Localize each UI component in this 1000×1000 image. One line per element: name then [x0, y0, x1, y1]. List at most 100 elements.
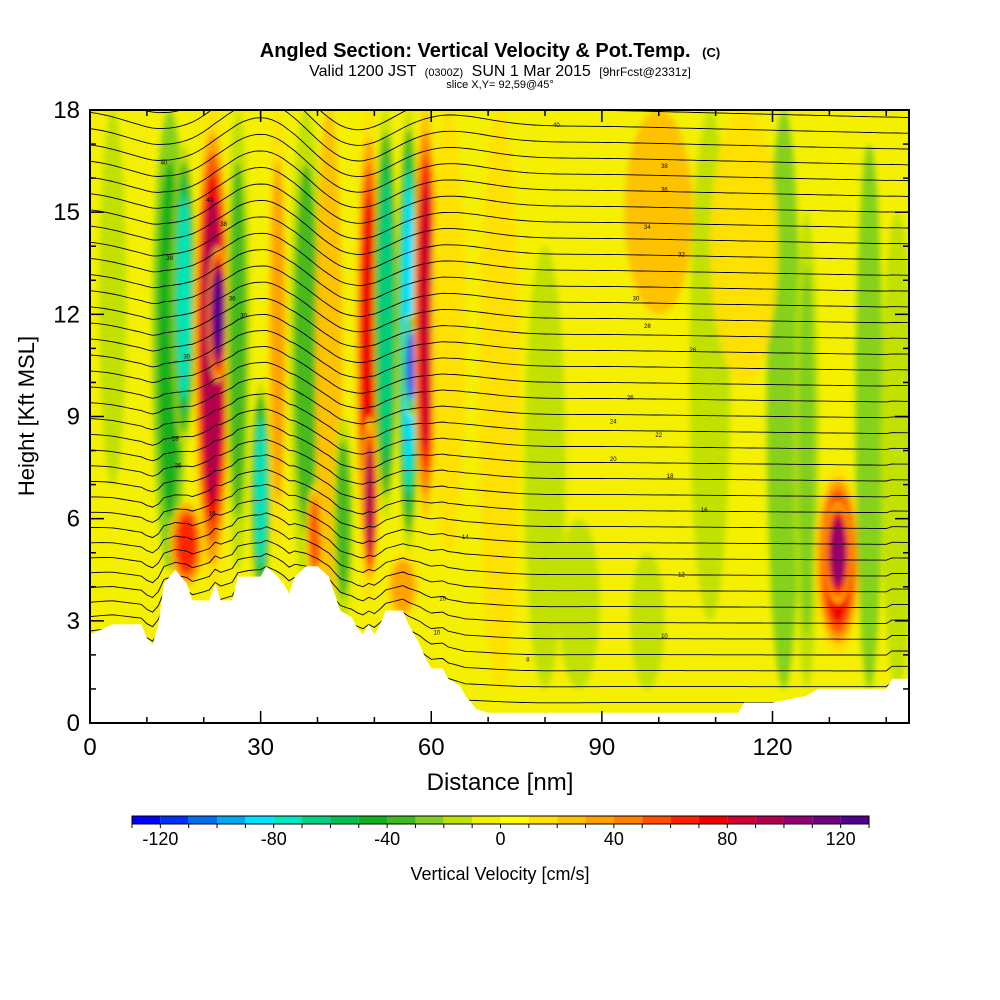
theta-contour-label: 28 [644, 324, 651, 330]
theta-contour [90, 232, 909, 286]
y-tick-label: 9 [67, 404, 80, 431]
velocity-level [99, 110, 127, 485]
colorbar-swatch [670, 816, 699, 824]
theta-contour-label: 30 [240, 314, 247, 320]
theta-contour [90, 117, 909, 178]
velocity-level [270, 159, 285, 503]
colorbar-swatch [528, 816, 558, 824]
colorbar-swatch [273, 816, 303, 824]
velocity-level [176, 195, 191, 399]
theta-contour [90, 578, 909, 640]
theta-contour-label: 30 [183, 355, 190, 361]
velocity-level [212, 271, 224, 357]
theta-contour-labels: 40 40 38 36 40 38 34 38 32 36 30 30 28 30 26 26 24 22 28 20… [161, 123, 709, 664]
velocity-level [524, 246, 566, 689]
theta-contour [90, 439, 909, 485]
theta-contour [90, 110, 909, 146]
theta-contour-label: 10 [434, 630, 441, 636]
slice-label: slice X,Y= 92,59@45° [446, 79, 554, 91]
theta-contour-label: 22 [655, 433, 662, 439]
x-tick-label: 120 [752, 734, 792, 761]
colorbar-swatch [132, 816, 161, 824]
colorbar-tick-label: -40 [374, 829, 400, 849]
colorbar-swatch [783, 816, 813, 824]
velocity-level [709, 110, 779, 383]
velocity-level [830, 520, 846, 586]
velocity-plume [630, 552, 665, 689]
theta-contour [90, 526, 909, 577]
theta-contour-label: 24 [610, 419, 617, 425]
velocity-level [335, 439, 351, 598]
velocity-plume [824, 501, 852, 604]
colorbar-swatch [415, 816, 444, 824]
theta-contour [90, 469, 909, 515]
x-tick-label: 90 [589, 734, 616, 761]
velocity-level [254, 419, 267, 567]
theta-contour-label: 28 [172, 436, 179, 442]
theta-contour-label: 36 [229, 297, 236, 303]
theta-contour-label: 32 [678, 252, 685, 258]
velocity-plume [267, 110, 288, 553]
theta-contour [90, 199, 909, 255]
theta-contour [90, 565, 909, 624]
y-tick-label: 0 [67, 710, 80, 737]
theta-contour [90, 265, 909, 317]
theta-contour-label: 40 [553, 123, 560, 129]
chart-title: Angled Section: Vertical Velocity & Pot.… [260, 40, 720, 62]
theta-contour [90, 408, 909, 455]
terrain [90, 566, 909, 723]
velocity-plume [373, 110, 399, 519]
theta-contour-label: 38 [220, 222, 227, 228]
velocity-plume [558, 518, 600, 689]
colorbar-swatch [358, 816, 388, 824]
theta-contour [90, 216, 909, 271]
colorbar-swatch [443, 816, 473, 824]
y-tick-label: 6 [67, 506, 80, 533]
theta-contour-label: 26 [627, 395, 634, 401]
y-tick-label: 15 [53, 199, 80, 226]
x-tick-label: 60 [418, 734, 445, 761]
theta-contour [90, 314, 909, 364]
theta-contour-label: 8 [526, 658, 530, 664]
velocity-level [365, 447, 375, 557]
velocity-level [624, 110, 693, 315]
x-axis-label: Distance [nm] [427, 769, 574, 796]
theta-contour-label: 36 [661, 188, 668, 194]
theta-contour [90, 539, 909, 593]
theta-contour-label: 10 [661, 634, 668, 640]
y-axis-label: Height [Kft MSL] [14, 336, 39, 496]
theta-contour [90, 166, 909, 224]
theta-contour [90, 297, 909, 348]
colorbar-swatch [188, 816, 218, 824]
colorbar-swatch [245, 816, 274, 824]
velocity-field [99, 110, 909, 689]
colorbar-swatch [840, 816, 869, 824]
chart-subtitle: Valid 1200 JST (0300Z) SUN 1 Mar 2015 [9… [309, 63, 691, 80]
velocity-level [309, 499, 321, 572]
velocity-level [390, 560, 415, 614]
colorbar-swatch [330, 816, 359, 824]
velocity-plume [171, 144, 197, 451]
colorbar [131, 815, 870, 828]
colorbar-swatch [557, 816, 586, 824]
theta-contour [90, 553, 909, 609]
theta-contour [90, 423, 909, 470]
y-tick-label: 18 [53, 97, 80, 124]
colorbar-swatch [698, 816, 728, 824]
colorbar-swatch [302, 816, 331, 824]
velocity-level [407, 333, 416, 398]
velocity-level [378, 178, 393, 450]
theta-contour [90, 183, 909, 240]
x-tick-labels: 0 30 60 90 120 [83, 734, 792, 761]
colorbar-swatch [160, 816, 189, 824]
velocity-level [176, 514, 198, 575]
velocity-plume [794, 212, 819, 689]
velocity-plume [332, 416, 354, 621]
theta-contour [90, 281, 909, 333]
velocity-level [558, 518, 600, 689]
velocity-plume [855, 144, 883, 689]
velocity-plume [479, 110, 520, 689]
velocity-plume [524, 246, 566, 689]
velocity-plume [709, 110, 779, 383]
